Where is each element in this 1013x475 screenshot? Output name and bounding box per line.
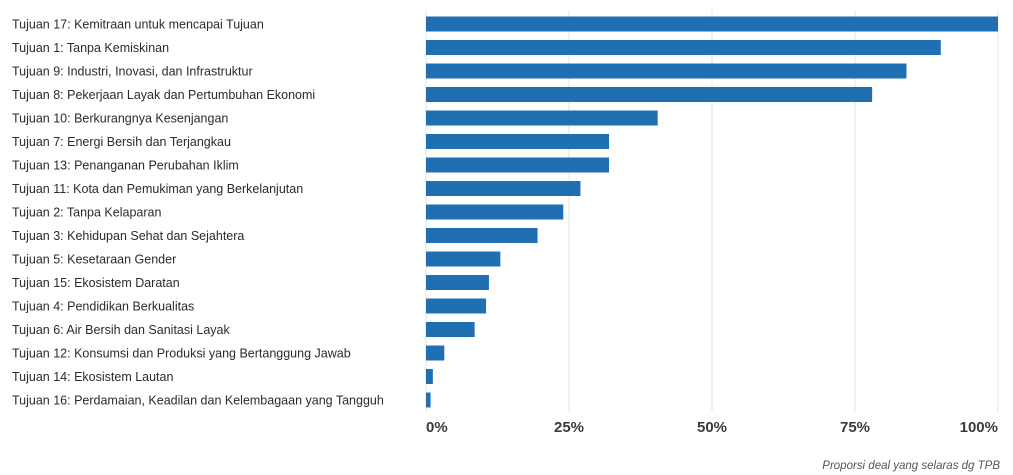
category-label: Tujuan 17: Kemitraan untuk mencapai Tuju… [12,18,264,32]
x-tick-label: 100% [960,419,998,436]
category-label: Tujuan 11: Kota dan Pemukiman yang Berke… [12,182,303,196]
category-label: Tujuan 10: Berkurangnya Kesenjangan [12,112,228,126]
x-tick-label: 25% [554,419,584,436]
x-axis-ticks: 0% 25% 50% 75% 100% [426,419,998,436]
category-label: Tujuan 15: Ekosistem Daratan [12,276,180,290]
bar [426,322,475,337]
bar [426,298,487,314]
bar [426,63,907,79]
x-tick-label: 75% [840,419,870,436]
bar [426,369,433,384]
category-label: Tujuan 14: Ekosistem Lautan [12,370,173,384]
x-tick-label: 50% [697,419,727,436]
bar [426,134,610,149]
bar [426,157,610,173]
x-tick-label: 0% [426,419,448,436]
category-label: Tujuan 3: Kehidupan Sehat dan Sejahtera [12,229,244,243]
category-label: Tujuan 16: Perdamaian, Keadilan dan Kele… [12,394,384,408]
bar [426,40,941,55]
category-label: Tujuan 9: Industri, Inovasi, dan Infrast… [12,65,253,79]
bar [426,204,564,220]
category-label: Tujuan 4: Pendidikan Berkualitas [12,300,194,314]
category-label: Tujuan 7: Energi Bersih dan Terjangkau [12,135,231,149]
x-axis-title: Proporsi deal yang selaras dg TPB [822,460,1000,472]
category-labels: Tujuan 17: Kemitraan untuk mencapai Tuju… [12,18,384,408]
bar-layer [426,16,998,408]
category-label: Tujuan 5: Kesetaraan Gender [12,253,176,267]
bar [426,87,873,102]
bar [426,275,489,290]
bar [426,181,581,196]
bar [426,110,658,126]
bar [426,251,501,267]
category-label: Tujuan 8: Pekerjaan Layak dan Pertumbuha… [12,88,315,102]
category-label: Tujuan 12: Konsumsi dan Produksi yang Be… [12,347,351,361]
bar [426,16,998,32]
bar [426,228,538,243]
category-label: Tujuan 13: Penanganan Perubahan Iklim [12,159,239,173]
category-label: Tujuan 2: Tanpa Kelaparan [12,206,161,220]
bar [426,345,445,361]
category-label: Tujuan 6: Air Bersih dan Sanitasi Layak [12,323,230,337]
category-label: Tujuan 1: Tanpa Kemiskinan [12,41,169,55]
bar [426,392,431,408]
